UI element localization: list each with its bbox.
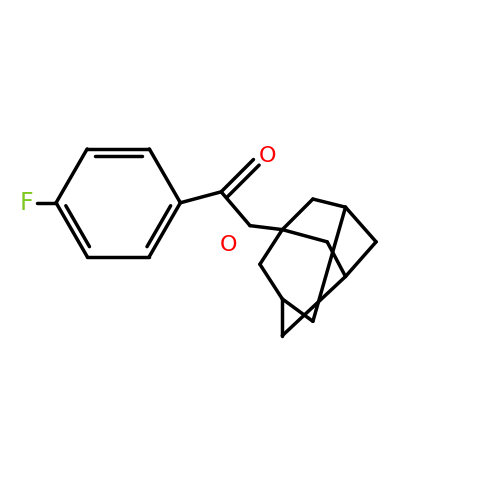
Text: O: O [220, 234, 238, 255]
Text: O: O [258, 146, 276, 166]
Text: F: F [20, 191, 33, 215]
